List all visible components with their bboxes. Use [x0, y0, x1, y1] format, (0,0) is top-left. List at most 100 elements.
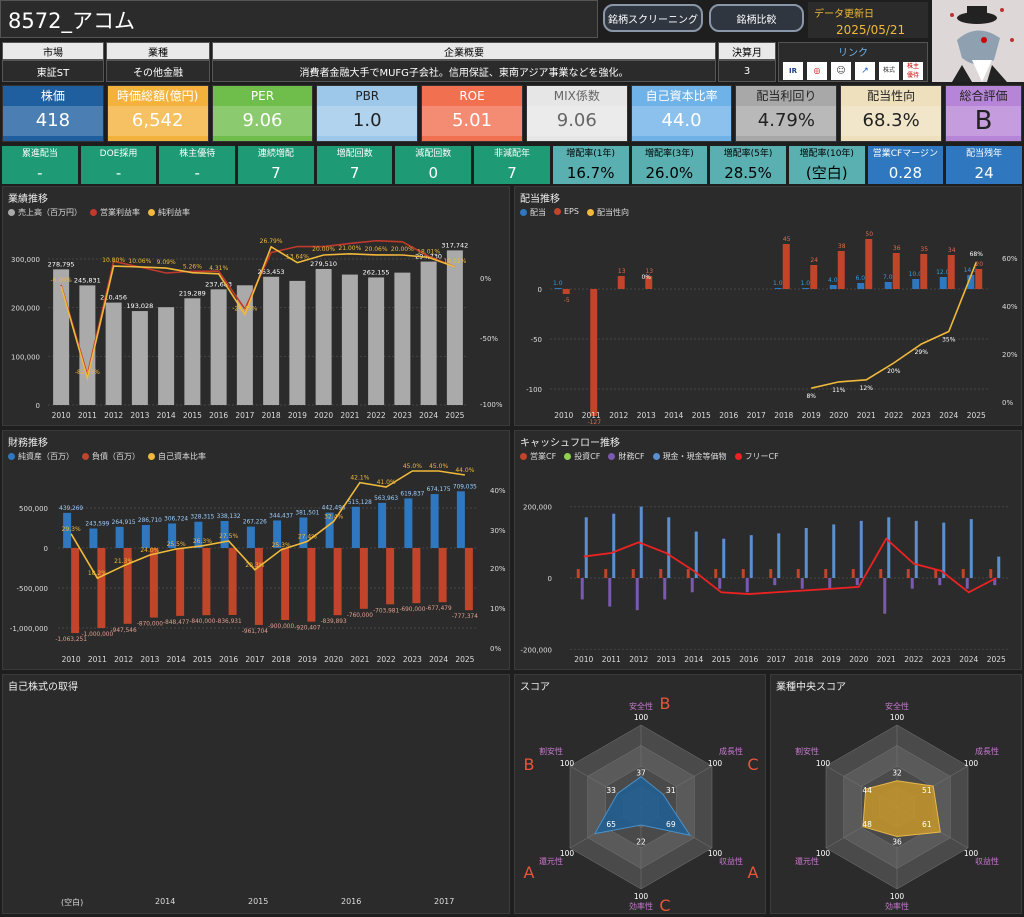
eps-label: 34 [948, 247, 956, 254]
eps-label: 36 [893, 245, 901, 252]
payout-label: 68% [970, 251, 984, 258]
sales-bar [421, 262, 437, 405]
payout-label: 29% [915, 349, 929, 356]
x-tick-label: 2024 [939, 411, 958, 420]
sales-label: 193,028 [126, 302, 153, 310]
radar-max-label: 100 [708, 759, 723, 768]
cash-bar [915, 521, 918, 578]
kabuyoho-link-icon[interactable]: 株式 [879, 62, 899, 80]
debt-label: -848,477 [163, 620, 189, 626]
x-tick-label: 2020 [849, 655, 868, 664]
y-tick-label: -1,000,000 [10, 625, 48, 633]
stat-value: (空白) [789, 162, 865, 184]
eps-label: 20 [975, 261, 983, 268]
market-header: 市場 [2, 42, 104, 60]
debt-label: -760,000 [347, 613, 373, 619]
chart-legend: 純資産（百万） 負債（百万） 自己資本比率 [8, 451, 206, 462]
metric-equity-ratio: 自己資本比率 44.0 [631, 85, 733, 142]
stat-growth-5y: 増配率(5年) 28.5% [710, 146, 786, 184]
metric-label: 配当性向 [841, 86, 941, 106]
x-tick-label: 2025 [967, 411, 986, 420]
x-tick-label: 2019 [298, 655, 317, 664]
x-tick-label: 2019 [822, 655, 841, 664]
x-tick-label: 2013 [140, 655, 159, 664]
yutai-link-icon[interactable]: 株主 優待 [903, 62, 923, 80]
op-cf-bar [879, 569, 882, 578]
radar-axis-label: 割安性 [795, 746, 819, 756]
sales-bar [79, 285, 95, 405]
sales-label: 262,155 [363, 268, 390, 276]
legend-item: 売上高（百万円） [8, 207, 82, 218]
op-cf-bar [769, 569, 772, 578]
div-label: 14.0 [964, 267, 978, 274]
y2-tick-label: -50% [480, 335, 498, 343]
sales-bar [211, 289, 227, 405]
metric-value: 418 [3, 106, 103, 136]
sales-label: 278,795 [48, 260, 75, 268]
x-tick-label: 2011 [602, 655, 621, 664]
equity-label: 563,963 [374, 496, 398, 502]
equity-label: 344,437 [269, 513, 293, 519]
net-margin-label: 13.64% [286, 254, 309, 261]
cash-bar [805, 528, 808, 578]
stat-label: 株主優待 [159, 146, 235, 162]
stat-value: 0 [395, 162, 471, 184]
legend-item: 配当 [520, 207, 546, 218]
stats-row: 累進配当 - DOE採用 - 株主優待 - 連続増配 7 増配回数 7 減配回数 0 非減配… [2, 146, 1022, 184]
stat-non-decrease: 非減配年 7 [474, 146, 550, 184]
y-tick-label: 0 [36, 402, 40, 410]
equity-label: 338,132 [217, 514, 241, 520]
y2-tick-label: 30% [490, 527, 506, 535]
market-value: 東証ST [2, 60, 104, 82]
div-bar [940, 277, 947, 289]
op-cf-bar [687, 569, 690, 578]
radar-axis-label: 成長性 [975, 746, 999, 756]
div-label: 1.0 [553, 280, 563, 287]
debt-bar [176, 548, 184, 616]
metric-value: 68.3% [841, 106, 941, 136]
debt-label: -777,374 [452, 614, 478, 620]
fin-cf-bar [773, 578, 776, 585]
stat-value: - [159, 162, 235, 184]
x-tick-label: 2022 [904, 655, 923, 664]
stat-consecutive: 連続増配 7 [238, 146, 314, 184]
metric-pbr: PBR 1.0 [316, 85, 418, 142]
x-tick-label: 2014 [664, 411, 683, 420]
fy-value: 3 [718, 60, 776, 82]
radar-max-label: 100 [634, 892, 649, 901]
debt-label: -900,000 [268, 624, 294, 630]
eps-bar [563, 289, 570, 294]
summary-header: 企業概要 [212, 42, 716, 60]
equity-bar [116, 527, 124, 548]
ratio-label: 29.3% [62, 526, 81, 533]
legend-item: 投資CF [564, 451, 600, 462]
net-margin-label: 10.06% [128, 258, 151, 265]
profile-link-icon[interactable]: ☺ [831, 62, 851, 80]
compare-button[interactable]: 銘柄比較 [709, 4, 804, 32]
net-margin-label: 10.80% [102, 257, 125, 264]
fin-cf-bar [636, 578, 639, 610]
metric-value: 9.06 [213, 106, 313, 136]
y2-tick-label: 0% [490, 645, 501, 653]
metric-label: PER [213, 86, 313, 106]
radar-value: 51 [922, 786, 932, 795]
div-label: 12.0 [936, 269, 950, 276]
radar-axis-label: 安全性 [629, 701, 653, 711]
ratio-label: 18.2% [88, 570, 107, 577]
chart-link-icon[interactable]: ↗ [855, 62, 875, 80]
x-tick-label: 2014 [684, 655, 703, 664]
div-label: 4.0 [828, 277, 838, 284]
op-cf-bar [632, 569, 635, 578]
irbank-link-icon[interactable]: IR [783, 62, 803, 80]
ratio-label: 32.4% [324, 513, 343, 520]
x-tick-label: 2014 [155, 897, 175, 906]
screening-button[interactable]: 銘柄スクリーニング [603, 4, 703, 32]
debt-bar [150, 548, 158, 618]
median-radar: 325161364844安全性100成長性100収益性100効率性100還元性1… [771, 675, 1023, 915]
kabutan-link-icon[interactable]: ◎ [807, 62, 827, 80]
summary-value: 消費者金融大手でMUFG子会社。信用保証、東南アジア事業などを強化。 [212, 60, 716, 82]
x-tick-label: 2010 [62, 655, 81, 664]
radar-value: 61 [922, 820, 932, 829]
radar-max-label: 100 [964, 849, 979, 858]
radar-axis-label: 割安性 [539, 746, 563, 756]
